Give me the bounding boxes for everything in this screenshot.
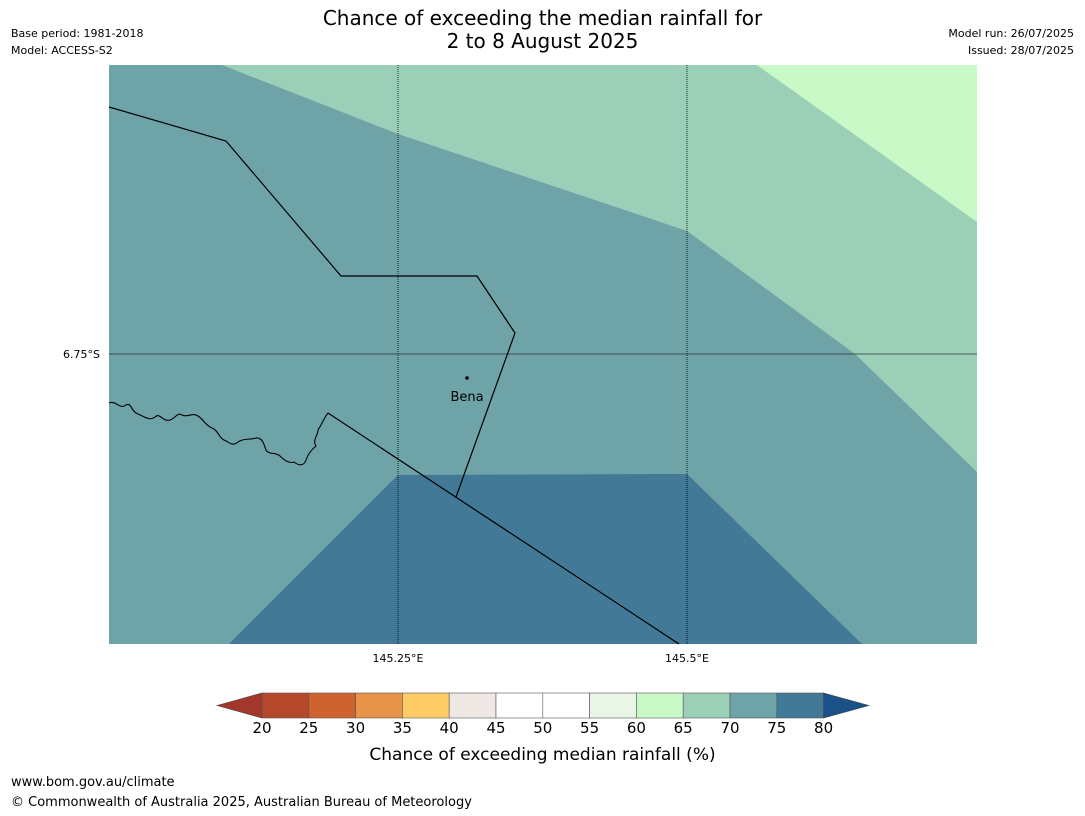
- issued-text: Issued: 28/07/2025: [967, 44, 1074, 57]
- colorbar-segment: [776, 692, 824, 719]
- colorbar-tick-label: 70: [720, 719, 740, 737]
- map-title: Chance of exceeding the median rainfall …: [0, 7, 1085, 53]
- title-line-2: 2 to 8 August 2025: [446, 29, 639, 53]
- colorbar-label: Chance of exceeding median rainfall (%): [369, 745, 716, 765]
- base-period-text: Base period: 1981-2018: [11, 27, 144, 40]
- colorbar-extend-low: [215, 692, 263, 719]
- colorbar-tick-label: 80: [814, 719, 834, 737]
- meta-left: Base period: 1981-2018 Model: ACCESS-S2: [11, 25, 143, 59]
- province-boundary-south: [327, 412, 680, 645]
- zone-75-80: [229, 474, 862, 644]
- colorbar-tick-label: 40: [439, 719, 459, 737]
- colorbar-segment: [261, 692, 310, 719]
- colorbar-segment: [448, 692, 497, 719]
- footer-url[interactable]: www.bom.gov.au/climate: [11, 775, 175, 790]
- zone-65-70: [222, 65, 977, 472]
- colorbar: [215, 692, 871, 719]
- colorbar-tick-label: 60: [626, 719, 646, 737]
- colorbar-tick-label: 65: [673, 719, 693, 737]
- model-text: Model: ACCESS-S2: [11, 44, 113, 57]
- lon-label: 145.5°E: [665, 652, 709, 665]
- colorbar-tick-label: 35: [392, 719, 412, 737]
- colorbar-tick-label: 55: [580, 719, 600, 737]
- town-label: Bena: [450, 390, 483, 405]
- meta-right: Model run: 26/07/2025 Issued: 28/07/2025: [948, 25, 1074, 59]
- colorbar-segment: [308, 692, 356, 719]
- colorbar-tick-label: 25: [299, 719, 319, 737]
- town-marker-icon: [465, 376, 469, 380]
- colorbar-extend-high: [823, 692, 871, 719]
- colorbar-tick-label: 20: [252, 719, 272, 737]
- zone-60-65: [757, 65, 977, 222]
- colorbar-segment: [636, 692, 684, 719]
- lat-label: 6.75°S: [63, 348, 100, 361]
- footer-copyright: © Commonwealth of Australia 2025, Austra…: [11, 795, 472, 810]
- colorbar-segment: [682, 692, 731, 719]
- title-line-1: Chance of exceeding the median rainfall …: [322, 6, 763, 30]
- colorbar-tick-label: 50: [533, 719, 553, 737]
- colorbar-segment: [729, 692, 778, 719]
- colorbar-segment: [495, 692, 544, 719]
- colorbar-segment: [402, 692, 450, 719]
- province-boundary-north: [108, 106, 516, 498]
- colorbar-segment: [355, 692, 403, 719]
- colorbar-ticks: 20 25 30 35 40 45 50 55 60 65 70 75 80: [0, 719, 1085, 739]
- colorbar-segment: [589, 692, 637, 719]
- province-boundary-west: [108, 401, 329, 466]
- colorbar-tick-label: 30: [346, 719, 366, 737]
- colorbar-segment: [542, 692, 590, 719]
- colorbar-tick-label: 75: [767, 719, 787, 737]
- lon-label: 145.25°E: [373, 652, 424, 665]
- colorbar-tick-label: 45: [486, 719, 506, 737]
- model-run-text: Model run: 26/07/2025: [948, 27, 1074, 40]
